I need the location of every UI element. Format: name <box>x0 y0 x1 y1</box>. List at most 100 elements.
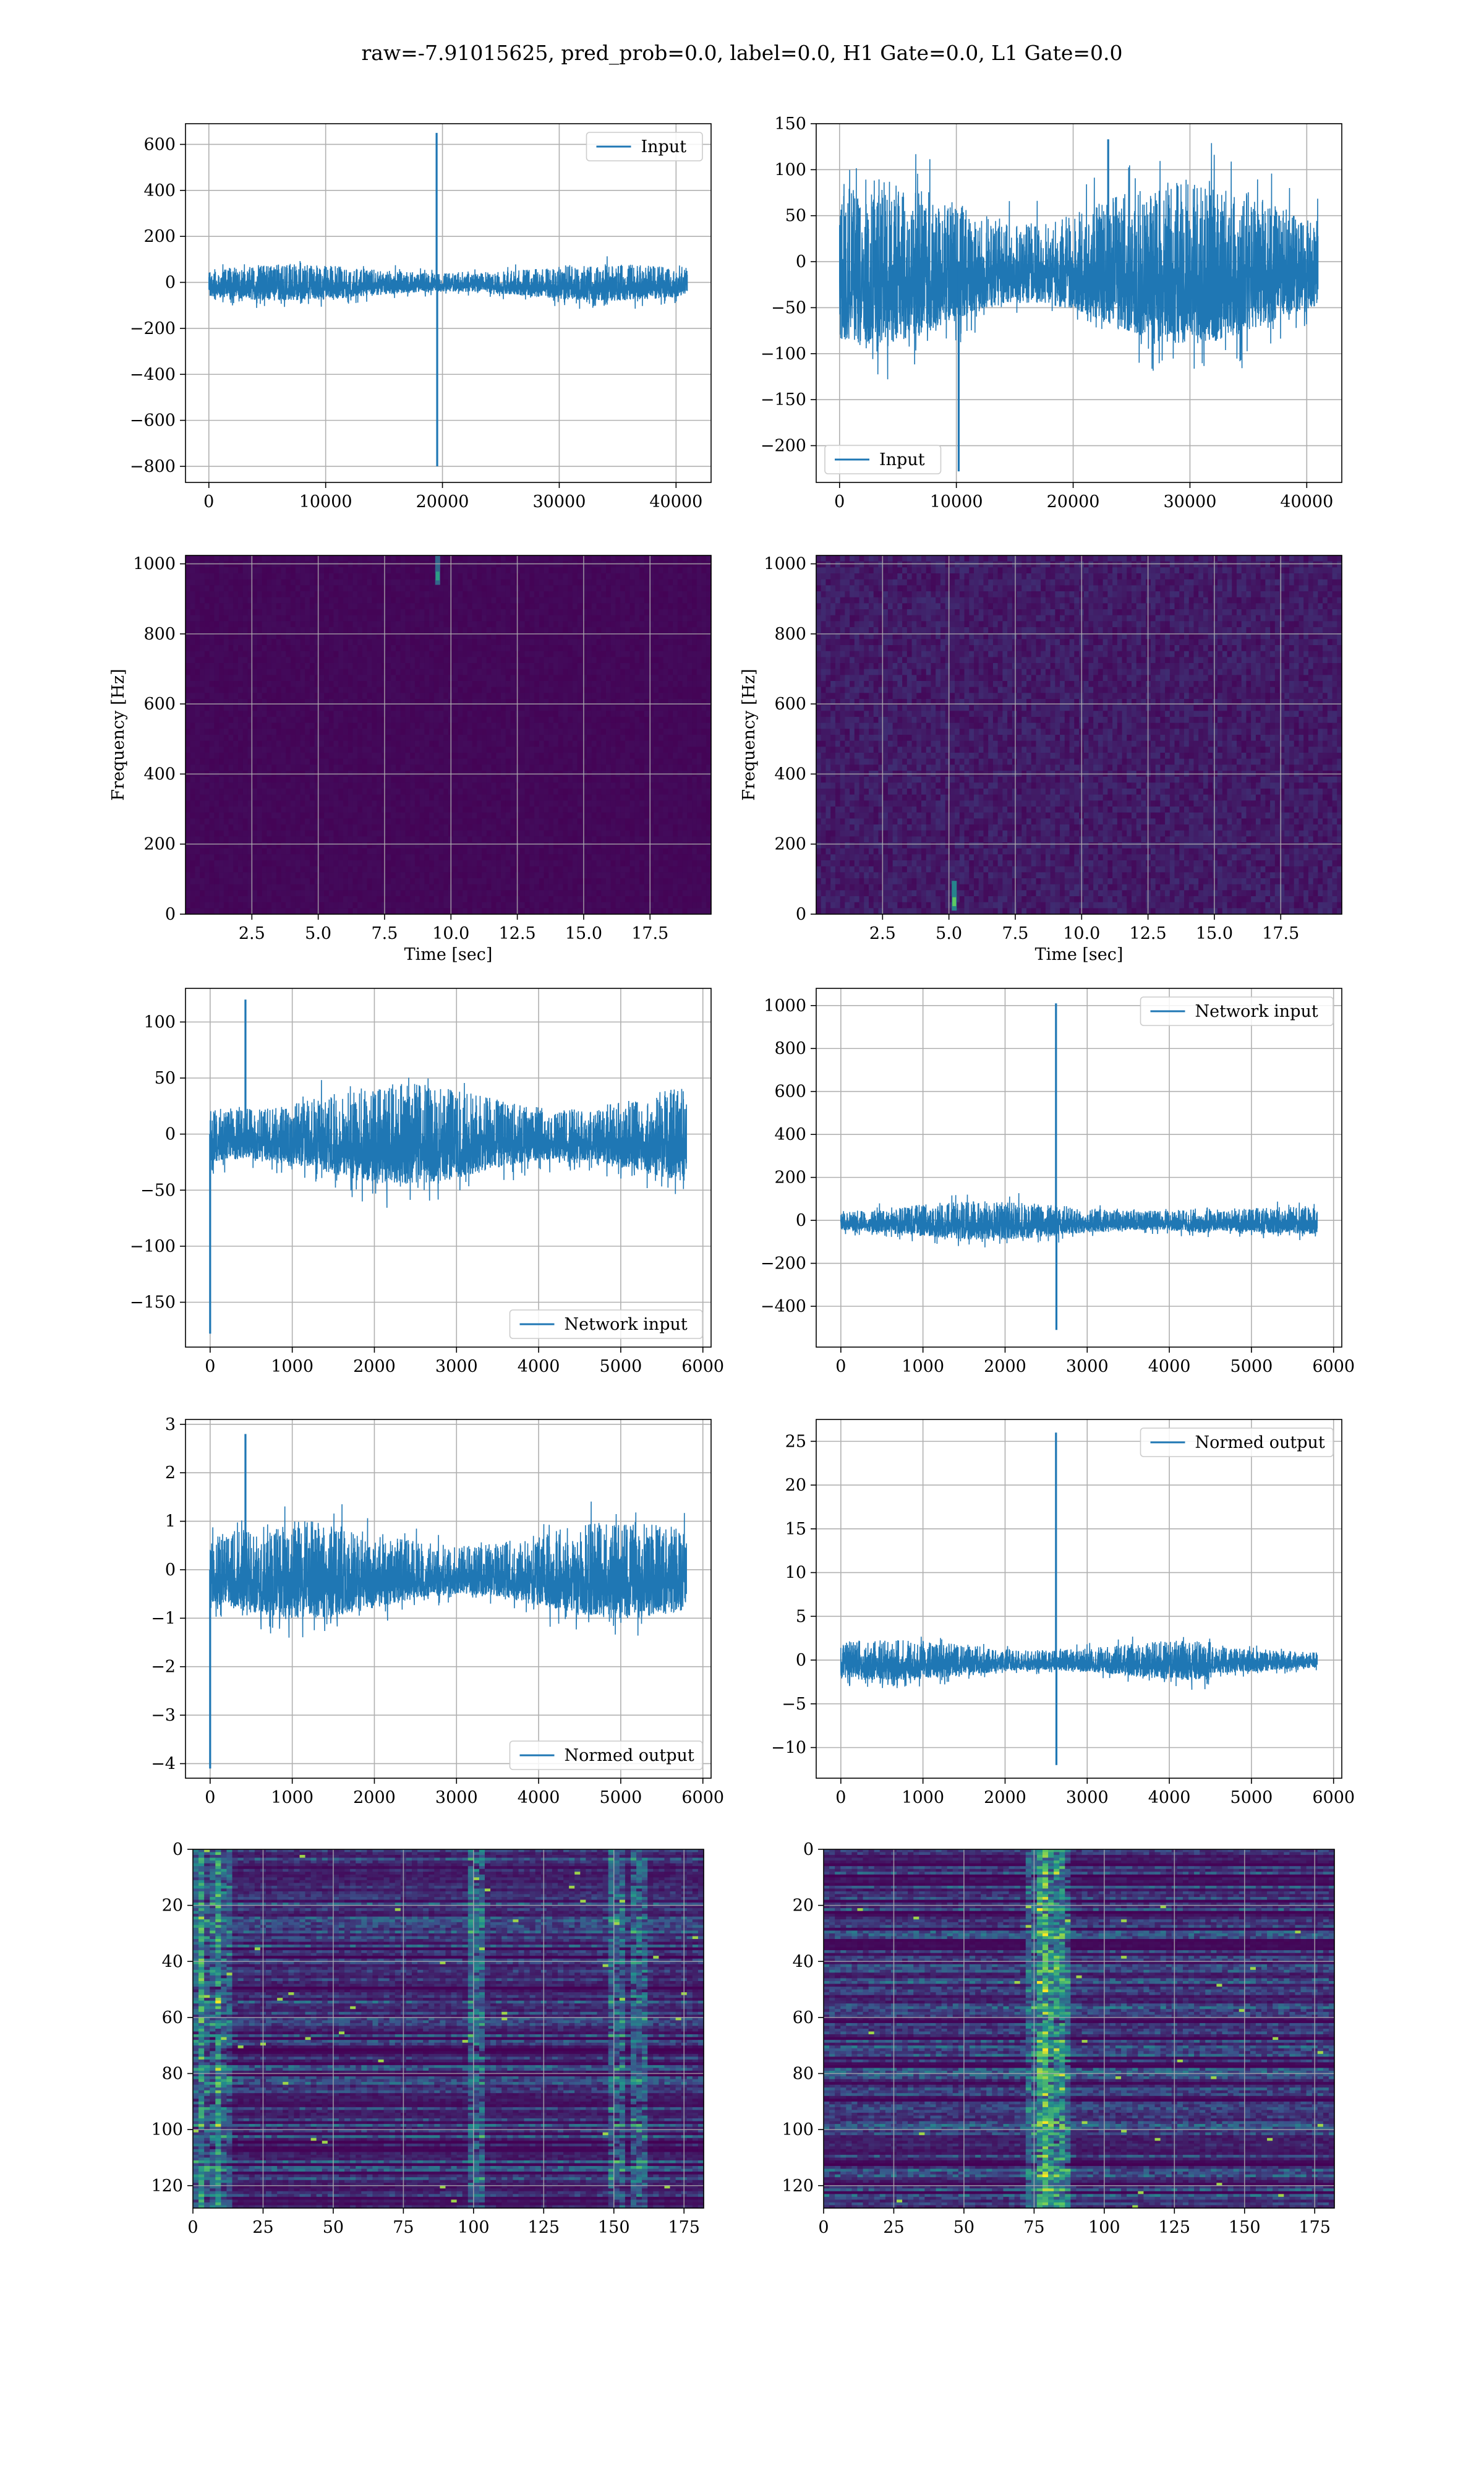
heatmap-cell <box>224 878 229 884</box>
heatmap-cell <box>352 723 357 729</box>
heatmap-cell <box>410 585 415 591</box>
heatmap-cell <box>405 609 410 615</box>
heatmap-cell <box>281 831 286 837</box>
heatmap-cell <box>257 705 262 711</box>
heatmap-cell <box>276 723 281 729</box>
heatmap-cell <box>200 741 205 747</box>
heatmap-cell <box>348 663 353 669</box>
heatmap-cell <box>252 842 257 849</box>
heatmap-cell <box>190 818 195 824</box>
heatmap-cell <box>305 693 310 699</box>
heatmap-cell <box>367 764 372 771</box>
heatmap-cell <box>286 813 291 819</box>
heatmap-cell <box>352 693 357 699</box>
heatmap-cell <box>352 908 357 914</box>
heatmap-cell <box>296 669 301 675</box>
heatmap-cell <box>252 723 257 729</box>
heatmap-cell <box>372 669 377 675</box>
heatmap-cell <box>396 729 401 735</box>
heatmap-cell <box>329 723 334 729</box>
heatmap-cell <box>243 789 248 795</box>
heatmap-cell <box>300 800 305 807</box>
heatmap-cell <box>205 591 210 597</box>
heatmap-cell <box>200 597 205 604</box>
heatmap-cell <box>214 849 219 855</box>
heatmap-cell <box>352 860 357 867</box>
heatmap-cell <box>377 795 382 801</box>
heatmap-cell <box>315 759 320 765</box>
heatmap-cell <box>257 747 262 753</box>
heatmap-cell <box>377 854 382 860</box>
heatmap-cell <box>401 860 406 867</box>
heatmap-cell <box>352 717 357 723</box>
heatmap-cell <box>267 884 271 891</box>
heatmap-cell <box>310 597 315 604</box>
heatmap-cell <box>329 896 334 902</box>
heatmap-cell <box>276 729 281 735</box>
heatmap-cell <box>238 687 243 693</box>
heatmap-cell <box>243 651 248 657</box>
heatmap-cell <box>377 711 382 717</box>
heatmap-cell <box>210 807 215 813</box>
heatmap-cell <box>372 836 377 842</box>
heatmap-cell <box>348 759 353 765</box>
heatmap-cell <box>377 759 382 765</box>
heatmap-cell <box>224 705 229 711</box>
heatmap-cell <box>186 807 190 813</box>
heatmap-cell <box>224 795 229 801</box>
heatmap-cell <box>190 836 195 842</box>
heatmap-cell <box>391 849 396 855</box>
heatmap-cell <box>386 908 391 914</box>
heatmap-cell <box>229 603 234 609</box>
heatmap-cell <box>410 842 415 849</box>
heatmap-cell <box>338 849 343 855</box>
heatmap-cell <box>190 860 195 867</box>
heatmap-cell <box>205 896 210 902</box>
heatmap-cell <box>229 627 234 633</box>
heatmap-cell <box>324 831 329 837</box>
heatmap-cell <box>286 609 291 615</box>
heatmap-cell <box>296 705 301 711</box>
heatmap-cell <box>286 669 291 675</box>
heatmap-cell <box>348 657 353 663</box>
heatmap-cell <box>205 800 210 807</box>
heatmap-cell <box>396 831 401 837</box>
heatmap-cell <box>329 807 334 813</box>
heatmap-cell <box>377 872 382 878</box>
heatmap-cell <box>348 615 353 622</box>
heatmap-cell <box>329 562 334 568</box>
heatmap-cell <box>252 687 257 693</box>
heatmap-cell <box>382 567 386 573</box>
heatmap-cell <box>286 711 291 717</box>
heatmap-cell <box>271 854 276 860</box>
heatmap-cell <box>291 580 296 586</box>
heatmap-cell <box>252 908 257 914</box>
heatmap-cell <box>367 872 372 878</box>
heatmap-cell <box>243 681 248 687</box>
heatmap-cell <box>219 597 224 604</box>
heatmap-cell <box>214 872 219 878</box>
heatmap-cell <box>357 836 362 842</box>
heatmap-cell <box>410 663 415 669</box>
heatmap-cell <box>291 789 296 795</box>
heatmap-cell <box>348 800 353 807</box>
heatmap-cell <box>296 902 301 909</box>
heatmap-cell <box>233 645 238 651</box>
heatmap-cell <box>300 723 305 729</box>
heatmap-cell <box>334 609 339 615</box>
heatmap-cell <box>233 609 238 615</box>
heatmap-cell <box>200 729 205 735</box>
heatmap-cell <box>377 777 382 783</box>
heatmap-cell <box>357 567 362 573</box>
heatmap-cell <box>252 764 257 771</box>
heatmap-cell <box>267 621 271 627</box>
heatmap-cell <box>415 681 420 687</box>
heatmap-cell <box>338 580 343 586</box>
heatmap-cell <box>210 580 215 586</box>
heatmap-cell <box>401 872 406 878</box>
heatmap-cell <box>267 813 271 819</box>
heatmap-cell <box>296 842 301 849</box>
heatmap-cell <box>401 609 406 615</box>
heatmap-cell <box>195 573 200 580</box>
heatmap-cell <box>190 562 195 568</box>
